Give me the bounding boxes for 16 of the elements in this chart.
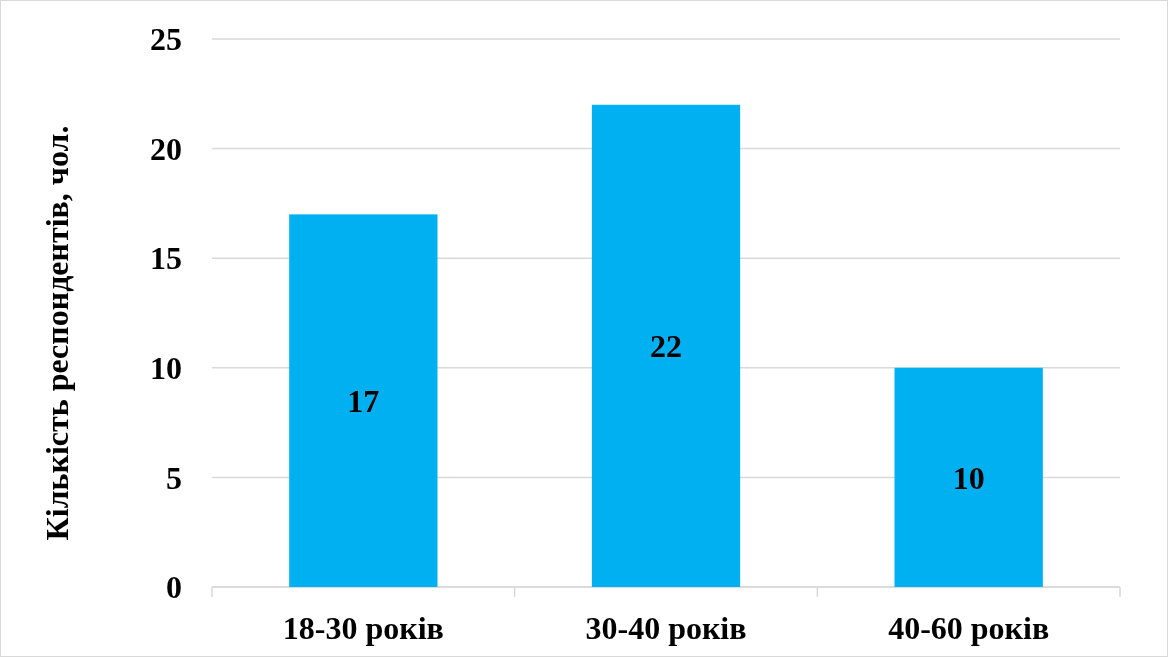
y-tick-label: 10: [150, 350, 182, 386]
data-label: 10: [952, 459, 985, 496]
y-tick-label: 5: [166, 459, 182, 496]
bar: [289, 214, 438, 587]
x-tick-label: 40-60 років: [888, 610, 1050, 646]
y-tick-label: 0: [166, 569, 182, 606]
data-label: 17: [347, 382, 380, 419]
x-tick-label: 18-30 років: [282, 610, 444, 646]
data-label: 22: [650, 328, 682, 365]
bar: [894, 367, 1043, 587]
y-axis-title: Кількість респондентів, чол.: [39, 125, 75, 541]
y-tick-label: 20: [150, 130, 182, 167]
y-tick-label: 25: [150, 21, 182, 58]
x-tick-label: 30-40 років: [585, 610, 747, 646]
y-tick-label: 15: [150, 240, 182, 277]
bar: [591, 104, 741, 587]
